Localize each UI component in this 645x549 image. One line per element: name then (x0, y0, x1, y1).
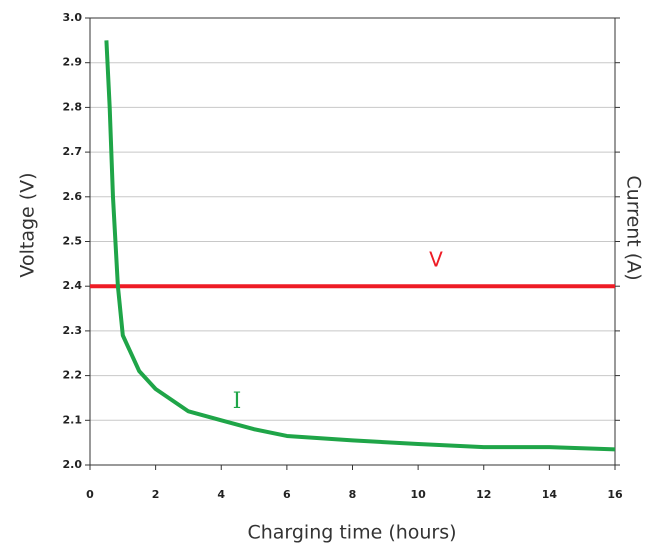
series-label: V (429, 248, 443, 272)
series-label: I (233, 389, 242, 414)
y-tick-label: 2.2 (63, 369, 83, 382)
x-axis-label: Charging time (hours) (247, 522, 456, 544)
y-tick-label: 2.1 (63, 413, 83, 426)
y-tick-label: 3.0 (63, 11, 83, 24)
y-axis-label: Voltage (V) (17, 172, 39, 277)
y-tick-label: 2.9 (63, 56, 83, 69)
x-tick-label: 10 (410, 488, 426, 501)
plot-frame (89, 17, 616, 466)
x-tick-label: 4 (217, 488, 225, 501)
y-tick-label: 2.7 (63, 145, 83, 158)
x-tick-label: 16 (607, 488, 623, 501)
y-tick-label: 2.0 (63, 458, 83, 471)
x-tick-label: 2 (152, 488, 160, 501)
y-tick-label: 2.8 (63, 100, 83, 113)
y-tick-label: 2.3 (63, 324, 83, 337)
series-line (104, 40, 616, 452)
y-tick-label: 2.6 (63, 190, 83, 203)
x-tick-label: 8 (349, 488, 357, 501)
y-tick-label: 2.5 (63, 235, 83, 248)
x-tick-label: 14 (542, 488, 558, 501)
y2-axis-label: Current (A) (623, 175, 645, 280)
x-tick-label: 12 (476, 488, 491, 501)
x-tick-label: 0 (86, 488, 94, 501)
y-tick-label: 2.4 (63, 279, 83, 292)
x-tick-label: 6 (283, 488, 291, 501)
